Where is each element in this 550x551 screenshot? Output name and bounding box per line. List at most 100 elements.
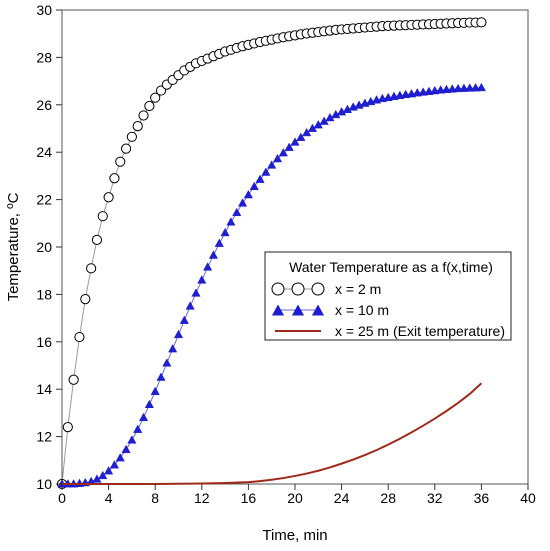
legend-label: x = 25 m (Exit temperature)	[335, 323, 505, 339]
data-point	[185, 301, 195, 310]
data-point	[74, 331, 85, 343]
y-tick-label: 16	[36, 334, 52, 350]
data-point	[278, 147, 288, 157]
data-point	[191, 288, 201, 297]
series-layer	[56, 17, 487, 490]
data-point	[120, 143, 132, 154]
plot-frame	[61, 9, 529, 485]
data-point	[138, 110, 149, 121]
data-point	[62, 422, 73, 433]
data-point	[127, 435, 137, 444]
legend-item: x = 2 m	[271, 281, 381, 297]
data-point	[342, 104, 353, 113]
x-tick-label: 20	[287, 490, 303, 506]
data-point	[261, 167, 271, 176]
data-point	[91, 234, 103, 245]
data-point	[436, 85, 446, 94]
data-point	[459, 83, 469, 92]
data-point	[470, 83, 481, 92]
y-axis-label: Temperature, ºC	[5, 192, 22, 301]
data-point	[296, 132, 306, 141]
axes	[61, 9, 529, 485]
series-1	[56, 17, 487, 490]
data-point	[144, 399, 154, 409]
legend-marker	[271, 304, 285, 316]
y-tick-label: 14	[36, 381, 52, 397]
legend-marker	[311, 304, 325, 316]
series-3	[62, 382, 483, 485]
data-point	[103, 466, 114, 475]
data-point	[255, 174, 265, 183]
y-tick-label: 28	[36, 49, 52, 65]
data-point	[476, 17, 487, 28]
data-point	[197, 275, 207, 284]
data-point	[214, 238, 224, 247]
legend-item: x = 25 m (Exit temperature)	[275, 323, 505, 339]
data-point	[115, 453, 125, 462]
legend: Water Temperature as a f(x,time) x = 2 m…	[264, 251, 512, 341]
x-tick-label: 16	[241, 490, 257, 506]
data-point	[453, 83, 463, 93]
x-tick-label: 28	[380, 490, 396, 506]
x-tick-label: 8	[151, 490, 159, 506]
y-tick-label: 12	[36, 429, 52, 445]
x-tick-label: 24	[334, 490, 350, 506]
data-point	[267, 160, 277, 169]
data-point	[465, 83, 475, 92]
data-point	[109, 460, 120, 469]
x-tick-label: 40	[520, 490, 536, 506]
data-point	[162, 358, 172, 367]
data-point	[156, 372, 166, 381]
ticks-layer: 0 4 8 12 16 20 24 28 32 36 40 10 12 14 16 18 20 22 24 26 28 3…	[36, 2, 536, 506]
y-tick-label: 10	[36, 476, 52, 492]
data-point	[243, 189, 254, 199]
y-tick-label: 24	[36, 144, 52, 160]
data-point	[98, 470, 108, 480]
data-point	[476, 82, 487, 92]
data-point	[115, 156, 126, 167]
series-2	[57, 82, 487, 488]
data-point	[220, 227, 230, 237]
legend-marker	[291, 304, 305, 316]
data-point	[173, 329, 184, 339]
data-point	[126, 131, 137, 142]
data-point	[138, 412, 149, 422]
data-point	[103, 192, 114, 203]
data-point	[80, 294, 91, 305]
x-tick-label: 12	[194, 490, 210, 506]
legend-marker	[311, 282, 325, 296]
data-point	[232, 207, 242, 217]
data-point	[97, 211, 108, 222]
data-point	[447, 84, 457, 93]
data-point	[168, 343, 178, 353]
data-point	[226, 217, 236, 226]
data-point	[150, 92, 161, 103]
data-point	[302, 127, 312, 137]
legend-item: x = 10 m	[271, 302, 389, 318]
data-point	[290, 137, 300, 146]
y-tick-label: 22	[36, 192, 52, 208]
legend-marker	[271, 282, 285, 296]
data-point	[249, 181, 259, 190]
data-point	[68, 374, 79, 385]
data-point	[179, 315, 189, 324]
x-tick-label: 32	[427, 490, 443, 506]
data-point	[109, 173, 120, 184]
legend-label: x = 10 m	[335, 302, 389, 318]
data-point	[272, 153, 283, 163]
series-line	[62, 382, 483, 485]
x-axis-label: Time, min	[262, 527, 327, 544]
data-point	[208, 250, 219, 259]
y-tick-label: 30	[36, 2, 52, 18]
data-point	[86, 263, 97, 274]
legend-items: x = 2 m x = 10 m x = 25 m (Exit temperatur…	[271, 281, 505, 339]
x-tick-label: 4	[105, 490, 113, 506]
data-point	[121, 444, 131, 454]
y-tick-label: 18	[36, 286, 52, 302]
data-point	[203, 262, 213, 271]
y-tick-label: 20	[36, 239, 52, 255]
data-point	[132, 121, 143, 132]
data-point	[133, 424, 143, 433]
